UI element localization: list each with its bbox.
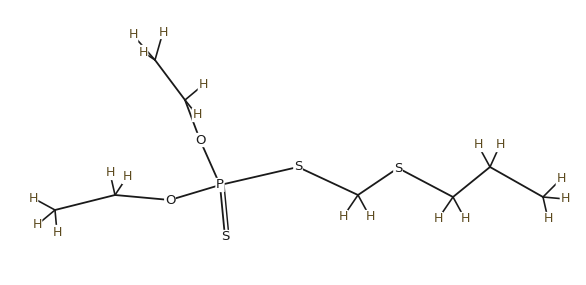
Text: H: H — [473, 139, 483, 152]
Text: H: H — [32, 219, 42, 231]
Text: S: S — [294, 160, 302, 174]
Text: H: H — [192, 109, 202, 121]
Text: H: H — [543, 213, 553, 225]
Text: H: H — [560, 192, 570, 205]
Text: H: H — [122, 170, 132, 184]
Text: P: P — [216, 178, 224, 192]
Text: O: O — [165, 194, 175, 207]
Text: H: H — [198, 78, 207, 91]
Text: H: H — [128, 28, 138, 42]
Text: H: H — [28, 192, 38, 205]
Text: S: S — [221, 231, 229, 243]
Text: S: S — [394, 162, 402, 174]
Text: H: H — [365, 211, 374, 223]
Text: H: H — [52, 225, 62, 239]
Text: H: H — [158, 25, 168, 38]
Text: H: H — [433, 213, 442, 225]
Text: H: H — [461, 213, 470, 225]
Text: H: H — [138, 46, 148, 58]
Text: H: H — [556, 172, 565, 186]
Text: H: H — [338, 211, 347, 223]
Text: O: O — [195, 133, 205, 146]
Text: H: H — [105, 166, 115, 180]
Text: H: H — [495, 139, 505, 152]
